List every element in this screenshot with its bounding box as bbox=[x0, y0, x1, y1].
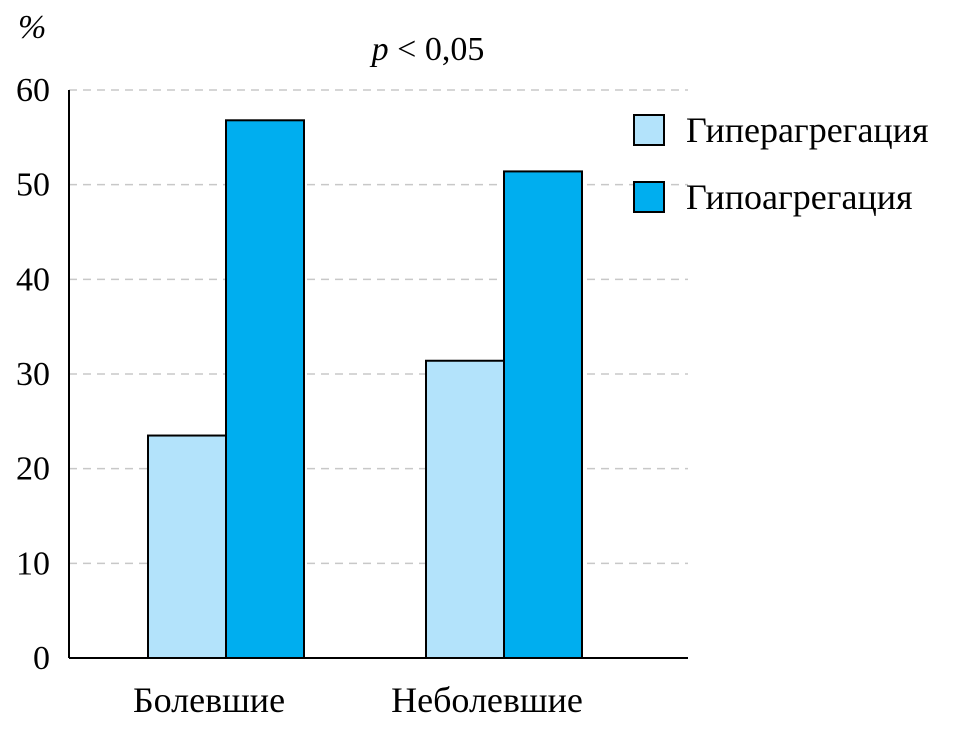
bars-group bbox=[147, 119, 583, 659]
legend: Гиперагрегация Гипоагрегация bbox=[633, 110, 929, 217]
bar-hyper-1 bbox=[425, 359, 505, 659]
legend-label: Гиперагрегация bbox=[686, 110, 929, 150]
y-tick-label: 0 bbox=[33, 640, 50, 677]
y-tick-label: 50 bbox=[16, 167, 50, 204]
y-tick-label: 20 bbox=[16, 451, 50, 488]
legend-swatch bbox=[633, 181, 665, 213]
legend-label: Гипоагрегация bbox=[686, 177, 913, 217]
y-tick-label: 30 bbox=[16, 356, 50, 393]
x-category-label: Болевшие bbox=[133, 680, 285, 720]
p-value-symbol: p bbox=[370, 31, 389, 68]
legend-swatch bbox=[633, 114, 665, 146]
y-tick-label: 60 bbox=[16, 72, 50, 109]
bar-hypo-1 bbox=[503, 170, 583, 659]
y-tick-label: 40 bbox=[16, 261, 50, 298]
p-value-text: < 0,05 bbox=[389, 31, 485, 68]
y-tick-labels: 0 10 20 30 40 50 60 bbox=[16, 72, 50, 677]
bar-hyper-0 bbox=[147, 434, 227, 659]
bar-hypo-0 bbox=[225, 119, 305, 659]
x-category-label: Неболевшие bbox=[391, 680, 583, 720]
y-tick-label: 10 bbox=[16, 545, 50, 582]
p-value-annotation: p < 0,05 bbox=[370, 31, 485, 68]
y-axis-unit-label: % bbox=[18, 9, 46, 46]
x-category-labels: Болевшие Неболевшие bbox=[133, 680, 583, 720]
axes bbox=[68, 90, 688, 659]
